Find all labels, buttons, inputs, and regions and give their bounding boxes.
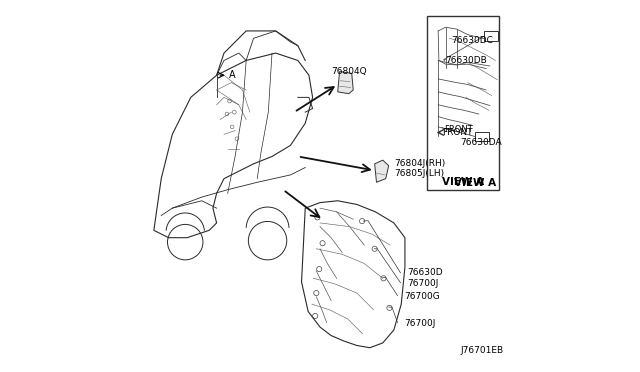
Text: FRONT: FRONT: [444, 125, 472, 134]
Text: 76630DA: 76630DA: [460, 138, 502, 147]
Text: 76700J: 76700J: [404, 319, 435, 328]
Text: J76701EB: J76701EB: [460, 346, 504, 355]
Text: 76630DB: 76630DB: [445, 56, 487, 65]
Text: FRONT: FRONT: [442, 128, 472, 137]
Text: 76700J: 76700J: [407, 279, 438, 288]
Text: VIEW A: VIEW A: [442, 177, 484, 187]
Bar: [427, 16, 499, 190]
Bar: [475, 132, 489, 141]
Text: 76804J(RH): 76804J(RH): [394, 159, 445, 169]
Text: 76630D: 76630D: [407, 268, 442, 277]
Polygon shape: [374, 160, 388, 182]
Text: VIEW A: VIEW A: [454, 178, 496, 188]
Text: 76805J(LH): 76805J(LH): [394, 169, 444, 177]
Polygon shape: [338, 71, 353, 94]
Bar: [484, 31, 499, 41]
Text: A: A: [228, 70, 235, 80]
Text: 76630DC: 76630DC: [451, 36, 493, 45]
Text: 76700G: 76700G: [404, 292, 440, 301]
Text: 76804Q: 76804Q: [331, 67, 367, 76]
